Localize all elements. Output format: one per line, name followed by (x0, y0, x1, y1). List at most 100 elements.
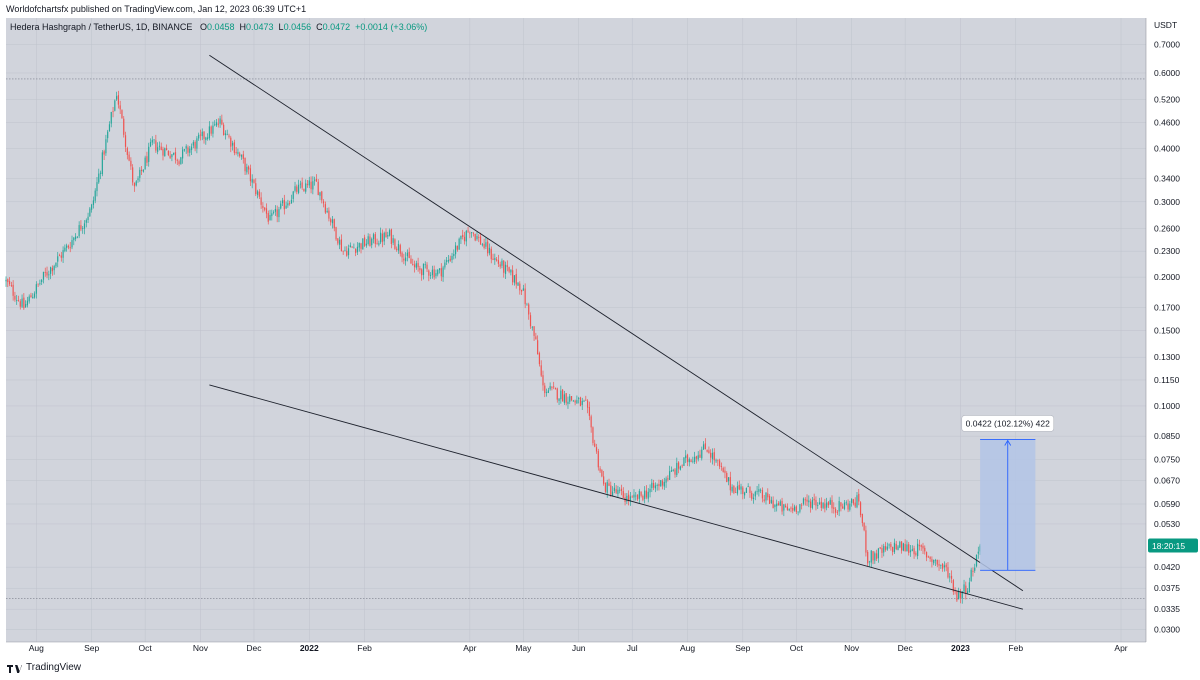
candle-body (310, 181, 312, 190)
candle-body (858, 493, 860, 502)
candle-body (83, 223, 86, 229)
candle-body (167, 150, 169, 156)
candle (399, 243, 401, 257)
candle (497, 254, 499, 268)
candle (938, 559, 940, 571)
candle-body (868, 561, 871, 563)
candle (806, 494, 808, 506)
x-tick-label: Feb (357, 643, 372, 653)
candle-body (60, 255, 62, 258)
candle (203, 131, 205, 144)
candle-body (711, 452, 714, 459)
candle (899, 540, 901, 549)
candle-body (362, 238, 364, 250)
candle (224, 130, 227, 140)
candle-body (321, 191, 323, 201)
candle-body (419, 268, 421, 271)
candle-body (861, 513, 863, 524)
candle (371, 237, 373, 249)
candle (481, 242, 483, 247)
candle (94, 188, 96, 204)
candle (884, 541, 887, 552)
candle (492, 253, 494, 261)
candle (340, 234, 342, 252)
candle (590, 414, 592, 433)
candle-body (879, 547, 881, 549)
candle (506, 260, 508, 272)
candle (956, 590, 958, 603)
candle-body (811, 499, 813, 508)
candle (419, 265, 421, 274)
candle-body (790, 507, 792, 509)
candle (872, 551, 874, 565)
candle-body (824, 503, 826, 509)
candle-body (865, 530, 867, 553)
candle (694, 451, 696, 465)
candle (503, 259, 505, 278)
candle-body (46, 272, 48, 276)
candle (201, 128, 203, 141)
candle (861, 513, 863, 527)
candle-body (37, 283, 39, 285)
candle-body (592, 427, 594, 443)
candle-body (902, 543, 904, 551)
candle (638, 488, 640, 504)
candle-body (399, 245, 401, 254)
plot-area (6, 18, 1146, 642)
candle-body (961, 591, 963, 599)
candle-body (372, 234, 375, 240)
candle (635, 492, 637, 501)
candle-body (297, 184, 300, 193)
candle-body (10, 285, 12, 286)
candle (105, 134, 107, 156)
candle-body (638, 490, 640, 499)
candle (140, 165, 143, 176)
candle (628, 490, 630, 506)
candle (681, 464, 683, 469)
candle (240, 154, 243, 160)
symbol-name[interactable]: Hedera Hashgraph / TetherUS, 1D, BINANCE (10, 22, 193, 32)
candle (776, 499, 778, 512)
candle-body (797, 511, 799, 513)
candle-body (223, 124, 225, 136)
candle-body (793, 506, 796, 511)
candle-body (785, 505, 787, 508)
tradingview-footer[interactable]: TradingView (6, 662, 81, 673)
candle (881, 544, 883, 558)
candle-body (972, 570, 974, 572)
candle-body (562, 389, 564, 402)
candle (139, 167, 141, 182)
candle (622, 487, 624, 498)
candle-body (355, 248, 357, 253)
candle (588, 401, 590, 421)
candle-body (763, 499, 765, 501)
candle-body (781, 500, 783, 512)
candle (446, 257, 448, 265)
candle (720, 462, 722, 471)
candle (390, 228, 392, 249)
candle-body (342, 250, 344, 252)
candle (92, 196, 95, 209)
candle (683, 457, 685, 467)
candle (528, 302, 530, 320)
candle (415, 260, 417, 270)
candle-body (148, 146, 150, 162)
candle (71, 235, 73, 250)
candle (264, 207, 266, 212)
candle-body (553, 386, 555, 388)
candle-body (640, 491, 642, 496)
candle-body (426, 264, 428, 270)
candle-body (242, 154, 244, 159)
candle (626, 493, 628, 505)
candle-body (959, 591, 962, 598)
candle (631, 495, 633, 498)
candle-body (496, 259, 498, 261)
candle (30, 292, 32, 298)
candle (101, 150, 103, 177)
candle (786, 503, 789, 511)
candle (290, 194, 293, 204)
candle (661, 479, 664, 490)
candle-body (403, 258, 405, 261)
candle-body (651, 482, 653, 489)
